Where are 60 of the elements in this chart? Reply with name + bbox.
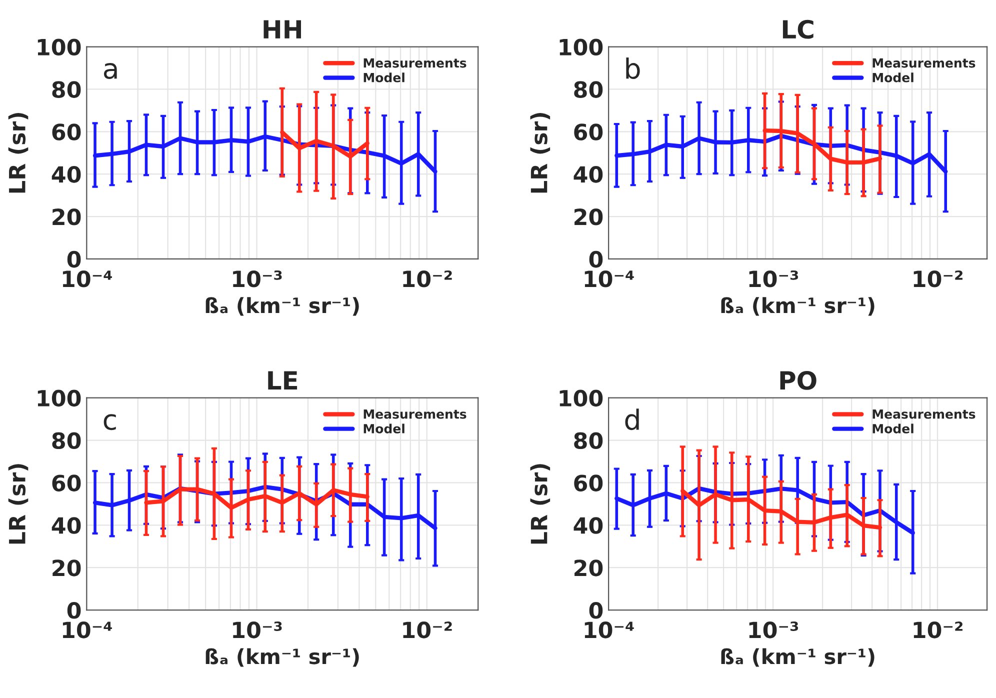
- chart-title: LE: [268, 371, 298, 390]
- y-tick-label: 0: [67, 250, 81, 268]
- x-tick-label: 10⁻⁴: [584, 270, 634, 288]
- y-tick-label: 60: [574, 124, 603, 140]
- y-tick-label: 100: [38, 390, 81, 407]
- x-tick-label: 10⁻³: [749, 270, 798, 288]
- y-tick-label: 20: [52, 208, 81, 226]
- x-tick-label: 10⁻²: [914, 270, 962, 288]
- y-axis-title: LR (sr): [8, 464, 28, 544]
- y-tick-label: 60: [574, 474, 603, 492]
- legend-label: Model: [364, 72, 404, 82]
- x-axis-title: ßₐ (km⁻¹ sr⁻¹): [206, 297, 359, 316]
- y-tick-label: 80: [52, 81, 81, 98]
- legend-label: Model: [364, 424, 404, 434]
- annotation: c: [104, 414, 116, 430]
- chart-title: PO: [780, 370, 816, 390]
- y-tick-label: 80: [574, 432, 603, 450]
- y-tick-label: 20: [52, 560, 81, 576]
- y-axis-title: LR (sr): [530, 113, 550, 193]
- x-tick-label: 10⁻⁴: [62, 270, 112, 288]
- legend-label: Model: [872, 424, 914, 434]
- annotation: a: [104, 63, 117, 79]
- x-axis-title: ßₐ (km⁻¹ sr⁻¹): [721, 297, 874, 316]
- legend-label: Measurements: [872, 409, 976, 419]
- y-tick-label: 40: [52, 166, 81, 183]
- x-tick-label: 10⁻⁴: [62, 622, 112, 638]
- y-tick-label: 20: [574, 208, 603, 226]
- y-tick-label: 80: [52, 432, 81, 450]
- x-tick-label: 10⁻²: [403, 270, 452, 288]
- y-tick-label: 20: [574, 560, 603, 576]
- annotation: d: [625, 408, 639, 430]
- annotation: b: [626, 57, 640, 79]
- y-tick-label: 80: [574, 81, 603, 98]
- x-axis-title: ßₐ (km⁻¹ sr⁻¹): [206, 648, 359, 667]
- x-tick-label: 10⁻²: [914, 622, 962, 638]
- y-tick-label: 0: [589, 602, 603, 619]
- y-tick-label: 100: [560, 390, 603, 407]
- y-tick-label: 40: [52, 517, 81, 534]
- x-axis-title: ßₐ (km⁻¹ sr⁻¹): [721, 648, 874, 667]
- x-tick-label: 10⁻²: [403, 622, 452, 638]
- x-tick-label: 10⁻³: [233, 270, 282, 288]
- y-tick-label: 100: [560, 38, 603, 56]
- y-tick-label: 40: [574, 517, 603, 534]
- y-tick-label: 60: [52, 124, 81, 140]
- chart-title: LC: [782, 20, 814, 39]
- y-tick-label: 40: [574, 166, 603, 183]
- chart-title: HH: [264, 20, 301, 38]
- y-tick-label: 100: [38, 38, 81, 56]
- x-tick-label: 10⁻⁴: [584, 622, 634, 638]
- x-tick-label: 10⁻³: [749, 622, 798, 638]
- legend-label: Measurements: [364, 58, 466, 68]
- y-axis-title: LR (sr): [530, 464, 550, 544]
- y-tick-label: 0: [67, 602, 81, 619]
- y-tick-label: 0: [589, 250, 603, 268]
- y-tick-label: 60: [52, 474, 81, 492]
- x-tick-label: 10⁻³: [233, 622, 282, 638]
- legend-label: Model: [872, 72, 914, 82]
- y-axis-title: LR (sr): [8, 113, 28, 193]
- legend-label: Measurements: [364, 409, 466, 419]
- legend-label: Measurements: [872, 58, 976, 68]
